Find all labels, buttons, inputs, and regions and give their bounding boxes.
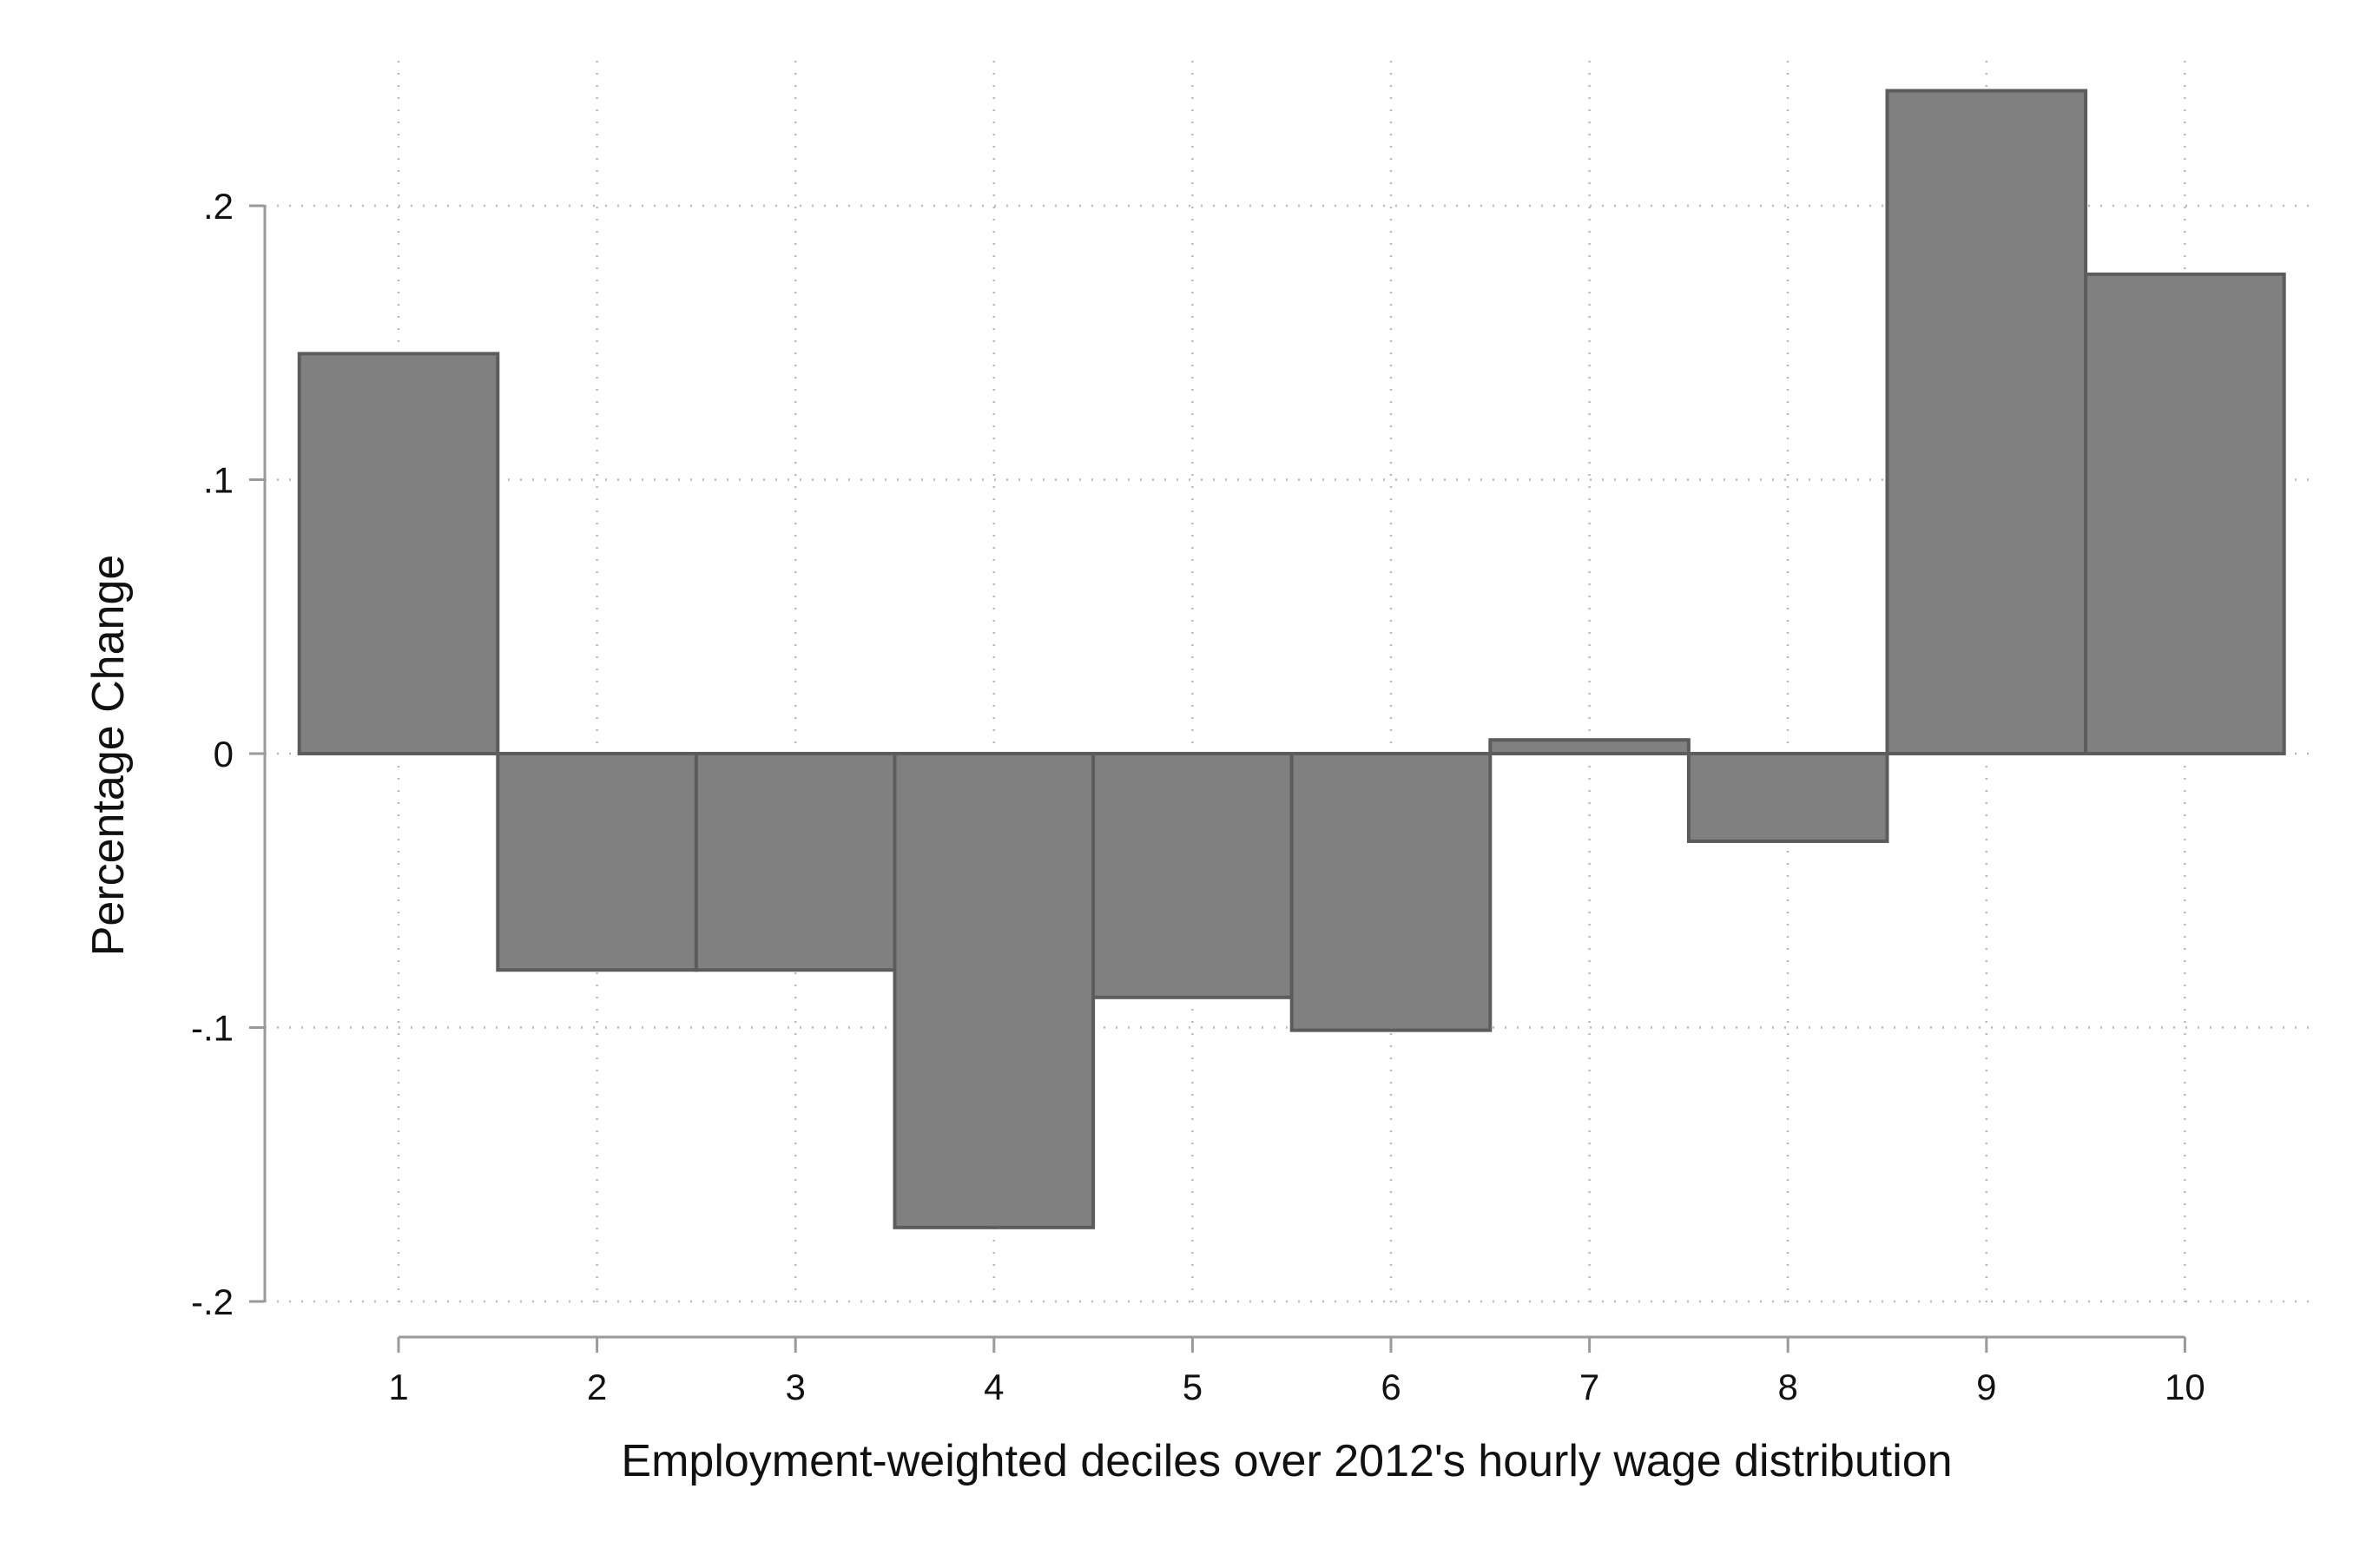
- x-tick-label: 9: [1976, 1367, 1996, 1407]
- bar-decile-7: [1488, 738, 1691, 755]
- x-tick-label: 6: [1381, 1367, 1401, 1407]
- y-tick-label: -.2: [191, 1281, 234, 1322]
- axes: [249, 204, 2186, 1353]
- x-tick-label: 3: [786, 1367, 806, 1407]
- y-tick-label: .1: [203, 460, 234, 501]
- bar-decile-3: [694, 752, 897, 972]
- x-axis-title: Employment-weighted deciles over 2012's …: [621, 1436, 1952, 1486]
- y-axis-title: Percentage Change: [83, 555, 134, 957]
- bar-decile-8: [1686, 752, 1889, 843]
- x-tick-label: 10: [2165, 1367, 2205, 1407]
- y-tick-label: 0: [214, 734, 234, 774]
- tick-labels: -.2 -.1 0 .1 .2 1 2 3 4 5 6 7 8 9 10: [191, 186, 2205, 1407]
- bar-decile-4: [893, 752, 1096, 1229]
- bar-decile-10: [2084, 272, 2286, 755]
- x-tick-label: 5: [1183, 1367, 1203, 1407]
- bar-decile-1: [297, 352, 500, 755]
- bar-decile-2: [496, 752, 698, 972]
- bar-decile-6: [1289, 752, 1493, 1032]
- x-tick-label: 7: [1579, 1367, 1599, 1407]
- x-tick-label: 1: [388, 1367, 408, 1407]
- y-tick-label: -.1: [191, 1008, 234, 1049]
- x-tick-label: 4: [984, 1367, 1004, 1407]
- x-tick-label: 2: [587, 1367, 607, 1407]
- bars: [297, 89, 2286, 1229]
- y-tick-label: .2: [203, 186, 234, 227]
- bar-decile-9: [1885, 89, 2088, 756]
- x-tick-label: 8: [1778, 1367, 1798, 1407]
- grid-lines: [265, 61, 2318, 1310]
- bar-decile-5: [1091, 752, 1294, 999]
